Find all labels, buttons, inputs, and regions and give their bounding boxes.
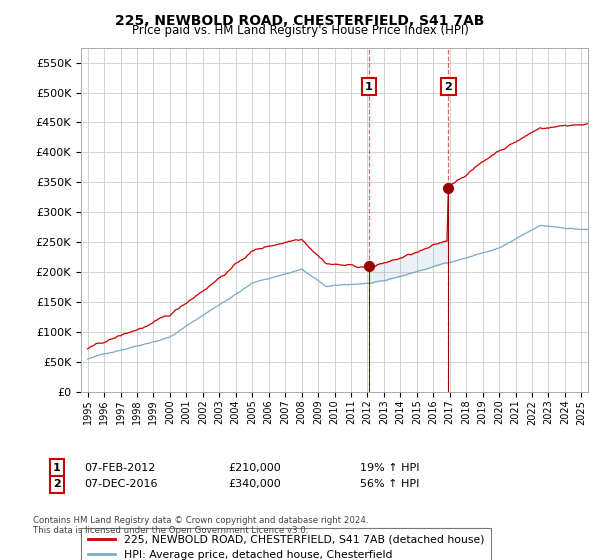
Text: £210,000: £210,000: [228, 463, 281, 473]
Text: 2: 2: [53, 479, 61, 489]
Text: 1: 1: [365, 82, 373, 91]
Text: £340,000: £340,000: [228, 479, 281, 489]
Text: 56% ↑ HPI: 56% ↑ HPI: [360, 479, 419, 489]
Text: 225, NEWBOLD ROAD, CHESTERFIELD, S41 7AB: 225, NEWBOLD ROAD, CHESTERFIELD, S41 7AB: [115, 14, 485, 28]
Text: 07-DEC-2016: 07-DEC-2016: [84, 479, 157, 489]
Text: Price paid vs. HM Land Registry's House Price Index (HPI): Price paid vs. HM Land Registry's House …: [131, 24, 469, 36]
Legend: 225, NEWBOLD ROAD, CHESTERFIELD, S41 7AB (detached house), HPI: Average price, d: 225, NEWBOLD ROAD, CHESTERFIELD, S41 7AB…: [82, 528, 491, 560]
Text: 1: 1: [53, 463, 61, 473]
Text: Contains HM Land Registry data © Crown copyright and database right 2024.
This d: Contains HM Land Registry data © Crown c…: [33, 516, 368, 535]
Text: 07-FEB-2012: 07-FEB-2012: [84, 463, 155, 473]
Text: 2: 2: [445, 82, 452, 91]
Text: 19% ↑ HPI: 19% ↑ HPI: [360, 463, 419, 473]
